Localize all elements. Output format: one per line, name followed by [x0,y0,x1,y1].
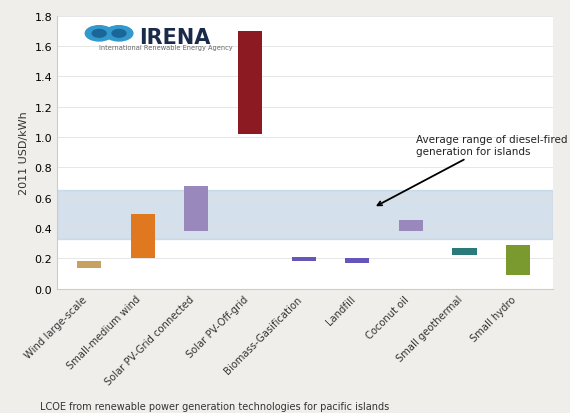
Bar [184,186,209,232]
Text: LCOE from renewable power generation technologies for pacific islands: LCOE from renewable power generation tec… [40,401,389,411]
Bar [453,248,477,256]
Bar [506,245,530,275]
Bar [399,221,423,232]
Circle shape [105,26,133,42]
Bar [57,191,553,239]
Circle shape [112,31,126,38]
Circle shape [86,26,113,42]
Text: International Renewable Energy Agency: International Renewable Energy Agency [99,45,233,51]
Bar [77,262,101,268]
Bar [238,32,262,135]
Text: IRENA: IRENA [139,28,210,48]
Bar [291,257,316,262]
Text: Average range of diesel-fired
generation for islands: Average range of diesel-fired generation… [377,135,568,206]
Y-axis label: 2011 USD/kWh: 2011 USD/kWh [19,111,29,195]
Circle shape [92,31,106,38]
Bar [131,215,155,259]
Bar [345,259,369,263]
